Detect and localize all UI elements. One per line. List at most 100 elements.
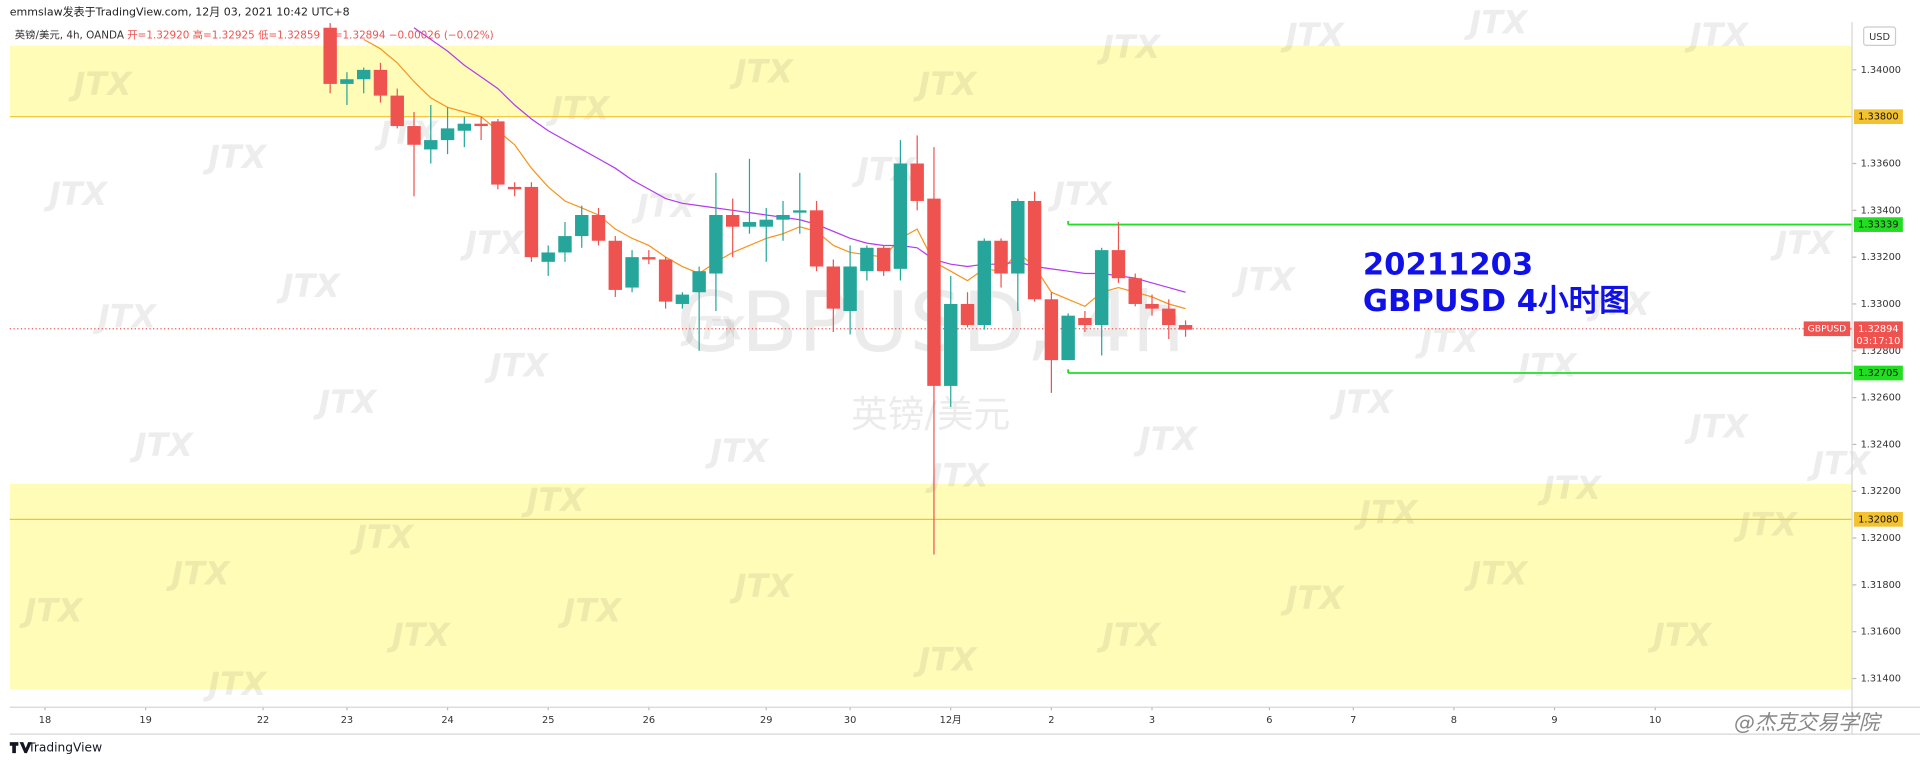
name-watermark: 英镑/美元: [851, 393, 1010, 436]
level-label: 1.32705: [1858, 368, 1898, 379]
x-tick-label: 8: [1451, 715, 1457, 726]
jtx-watermark: JTX: [1096, 616, 1162, 654]
candle-body: [1044, 299, 1059, 361]
y-tick-label: 1.33000: [1861, 299, 1901, 310]
jtx-watermark: JTX: [1770, 224, 1836, 262]
jtx-watermark: JTX: [729, 53, 795, 91]
x-tick-label: 9: [1551, 715, 1557, 726]
ohlc-high: 高=1.32925: [193, 29, 255, 42]
level-label: 1.33339: [1858, 220, 1898, 231]
x-tick-label: 30: [844, 715, 856, 726]
candle-body: [323, 27, 337, 84]
jtx-watermark: JTX: [1684, 408, 1750, 446]
candle-body: [725, 215, 740, 227]
candle-body: [893, 163, 908, 269]
jtx-watermark: JTX: [521, 481, 587, 519]
annotation: GBPUSD 4小时图: [1363, 284, 1630, 319]
tv-logo: [9, 742, 32, 754]
x-tick-label: 19: [139, 715, 151, 726]
x-tick-label: 26: [643, 715, 655, 726]
candle-body: [625, 257, 639, 288]
tv-logo-shape: [9, 742, 32, 754]
jtx-watermark: JTX: [1512, 346, 1578, 384]
candle-body: [1111, 250, 1126, 279]
jtx-watermark: JTX: [729, 567, 795, 605]
jtx-watermark: JTX: [912, 640, 978, 678]
level-label-box: [1853, 365, 1903, 381]
jtx-watermark: JTX: [631, 187, 697, 225]
x-tick-label: 3: [1149, 715, 1155, 726]
candle-body: [960, 303, 975, 326]
jtx-watermark: JTX: [1684, 16, 1750, 54]
x-tick-label: 10: [1649, 715, 1661, 726]
candle-body: [541, 252, 555, 262]
jtx-watermark: JTX: [1280, 579, 1346, 617]
y-tick-label: 1.33400: [1861, 205, 1901, 216]
candle-body: [491, 121, 505, 185]
symbol-tag: GBPUSD: [1808, 323, 1847, 334]
candle-body: [407, 126, 421, 145]
candle-body: [977, 240, 991, 326]
jtx-watermark: JTX: [1280, 16, 1346, 54]
ohlc-close: 收=1.32894: [323, 29, 385, 42]
zone: [9, 45, 1852, 117]
jtx-watermark: JTX: [1329, 383, 1395, 421]
jtx-watermark: JTX: [276, 267, 342, 305]
candle-body: [373, 69, 388, 96]
y-tick-label: 1.32200: [1861, 486, 1901, 497]
candle-body: [642, 257, 656, 260]
level-label-box: [1853, 217, 1903, 232]
candle-body: [474, 123, 488, 127]
candle-body: [675, 294, 690, 304]
level-label: 1.32080: [1858, 514, 1898, 525]
candle-body: [1162, 308, 1176, 326]
candle-body: [424, 140, 438, 150]
candle-body: [742, 222, 757, 227]
level-label: 1.33800: [1858, 112, 1898, 123]
candle-body: [1078, 318, 1092, 326]
x-tick-label: 7: [1350, 715, 1356, 726]
candle-body: [1094, 250, 1109, 326]
jtx-watermark: JTX: [67, 65, 133, 103]
y-tick-label: 1.31400: [1861, 674, 1901, 685]
y-tick-label: 1.34000: [1861, 65, 1901, 76]
jtx-watermark: JTX: [202, 665, 268, 703]
ohlc-low: 低=1.32859: [258, 29, 320, 42]
x-tick-label: 25: [542, 715, 554, 726]
jtx-watermark: JTX: [18, 591, 84, 629]
symbol: 英镑/美元, 4h, OANDA: [15, 29, 125, 42]
jtx-watermark: JTX: [1733, 506, 1799, 544]
y-tick-label: 1.32400: [1861, 439, 1901, 450]
candle-body: [876, 247, 891, 272]
jtx-watermark: JTX: [1096, 28, 1162, 66]
jtx-watermark: JTX: [165, 555, 231, 593]
candle-body: [759, 219, 773, 227]
candle-body: [793, 210, 807, 213]
x-tick-label: 12月: [940, 714, 962, 726]
jtx-watermark: JTX: [1414, 322, 1480, 360]
candle-body: [658, 259, 673, 302]
jtx-watermark: JTX: [1806, 444, 1872, 482]
jtx-watermark: JTX: [349, 518, 415, 556]
x-tick-label: 23: [341, 715, 353, 726]
author-line: emmslaw发表于TradingView.com, 12月 03, 2021 …: [10, 4, 350, 18]
candle-body: [927, 198, 941, 386]
last-price-label: 1.32894: [1858, 324, 1898, 335]
ohlc-change: −0.00026 (−0.02%): [389, 30, 494, 42]
candle-body: [809, 210, 824, 267]
candle-body: [608, 240, 622, 290]
y-tick-label: 1.32800: [1861, 346, 1901, 357]
jtx-watermark: JTX: [1231, 261, 1297, 299]
candle-body: [507, 186, 522, 190]
candle-body: [1011, 200, 1025, 274]
annotation: 20211203: [1363, 247, 1533, 282]
candle-body: [692, 271, 706, 293]
candle-body: [390, 95, 404, 127]
candle-body: [776, 215, 790, 220]
candle-body: [1061, 315, 1075, 361]
candle-body: [575, 215, 589, 237]
y-tick-label: 1.33200: [1861, 252, 1901, 263]
jtx-watermark: JTX: [484, 346, 550, 384]
x-tick-label: 6: [1266, 715, 1272, 726]
